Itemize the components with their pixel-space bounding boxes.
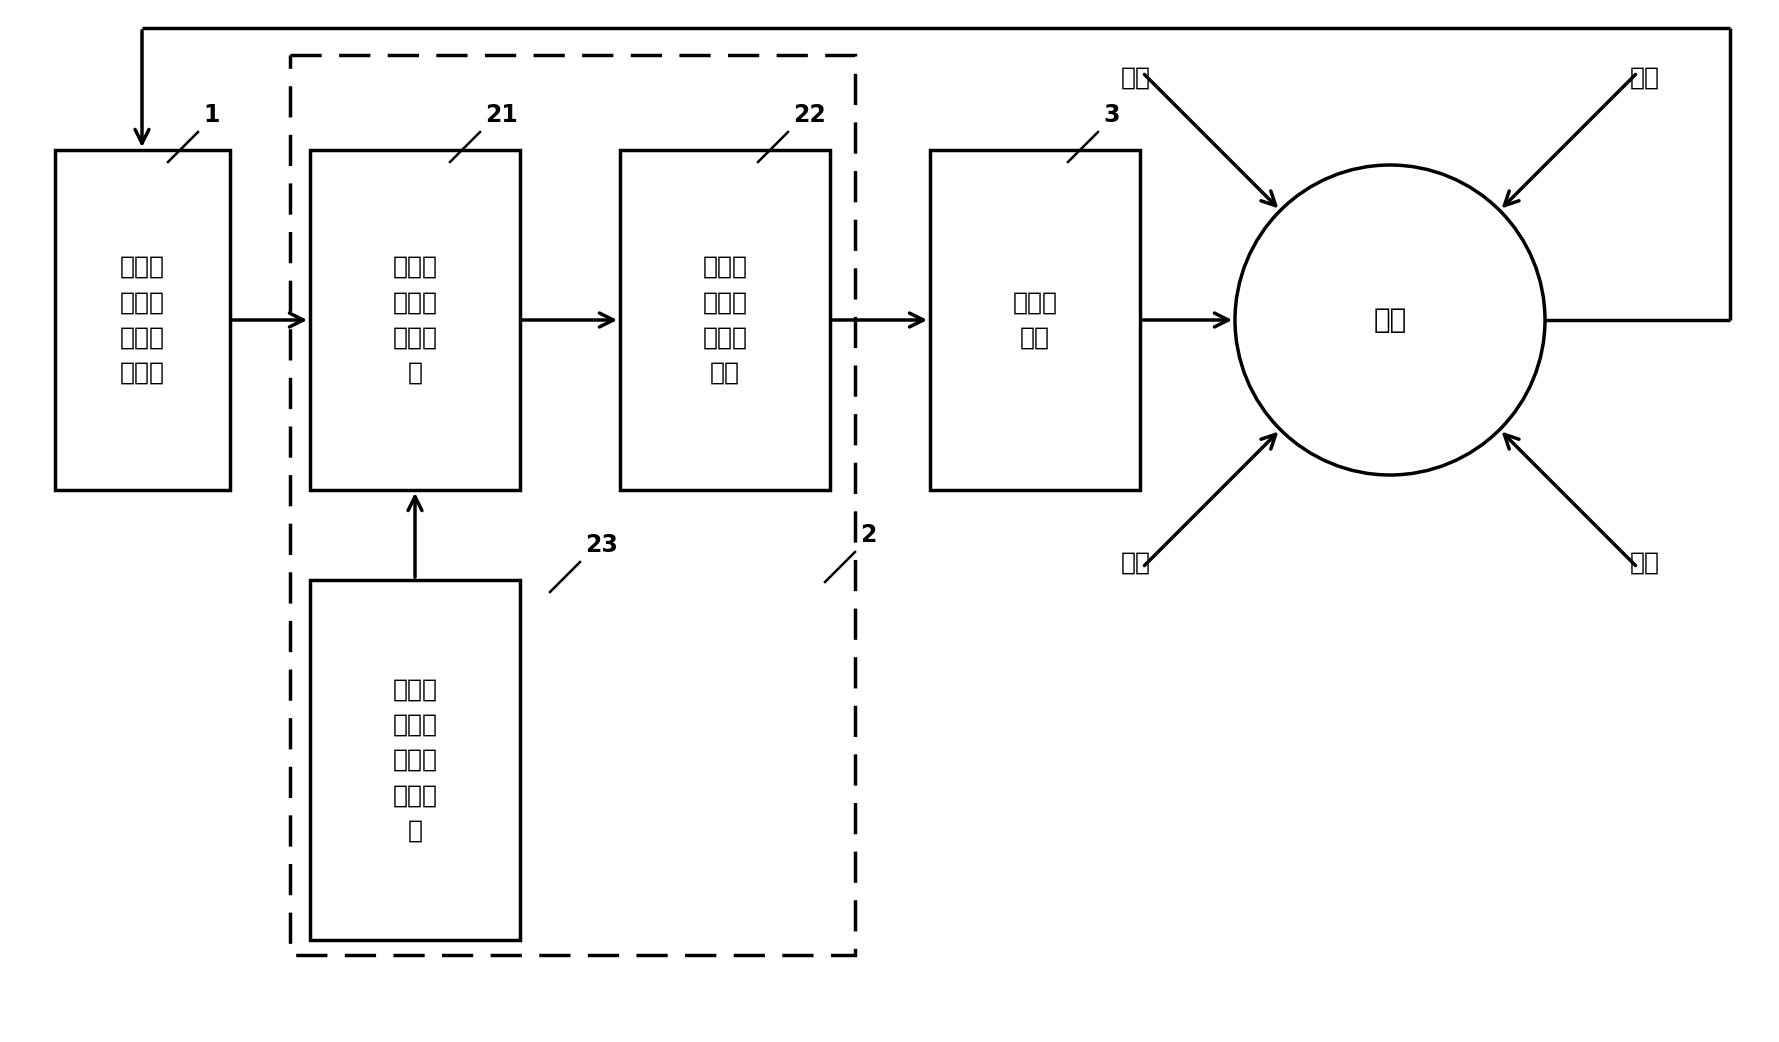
Text: 外力: 外力 xyxy=(1121,550,1151,574)
Text: 数字逻
辑接口
及功放
电路: 数字逻 辑接口 及功放 电路 xyxy=(703,255,747,386)
Text: 23: 23 xyxy=(585,534,617,557)
Text: 1: 1 xyxy=(203,103,219,127)
Circle shape xyxy=(1235,165,1544,475)
Text: 21: 21 xyxy=(486,103,518,127)
Text: 数字动
态力矩
处理电
路: 数字动 态力矩 处理电 路 xyxy=(393,255,438,386)
Bar xyxy=(290,55,856,956)
Bar xyxy=(310,150,519,490)
Text: 3: 3 xyxy=(1103,103,1119,127)
Bar xyxy=(310,580,519,940)
Text: 22: 22 xyxy=(793,103,825,127)
Text: 外力: 外力 xyxy=(1630,550,1660,574)
Text: 数字动
态力矩
及速度
传感器: 数字动 态力矩 及速度 传感器 xyxy=(119,255,165,386)
Bar xyxy=(621,150,831,490)
Text: 轮轴: 轮轴 xyxy=(1373,306,1407,334)
Text: 外力: 外力 xyxy=(1630,66,1660,90)
Text: 直流电
动机: 直流电 动机 xyxy=(1012,291,1057,350)
Text: 外力: 外力 xyxy=(1121,66,1151,90)
Text: 2: 2 xyxy=(859,523,877,547)
Bar xyxy=(55,150,229,490)
Bar xyxy=(930,150,1140,490)
Text: 参考运
行速度
数字信
号发生
器: 参考运 行速度 数字信 号发生 器 xyxy=(393,677,438,843)
